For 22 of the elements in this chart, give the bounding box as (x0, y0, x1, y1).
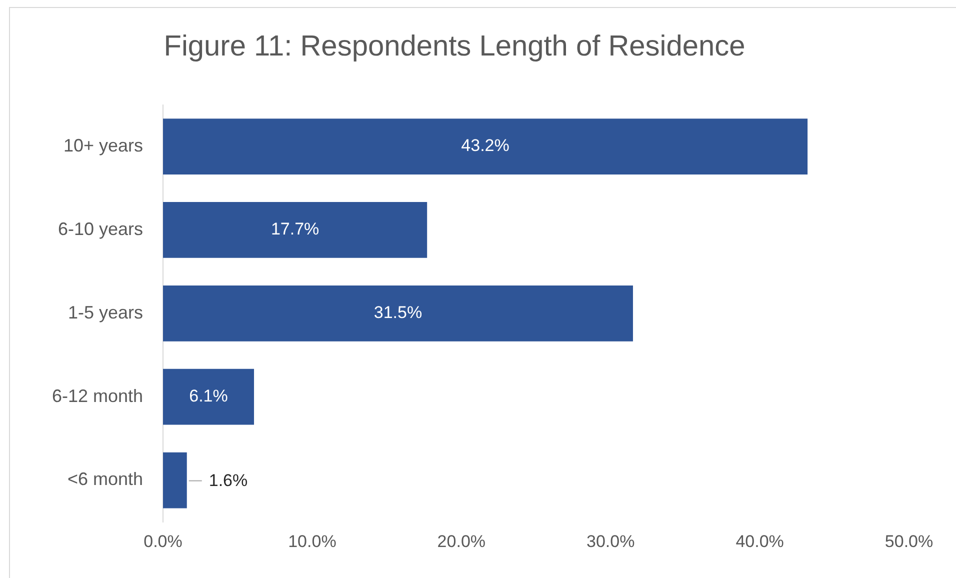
bar (163, 368, 254, 425)
bar (163, 202, 428, 258)
data-label: 31.5% (374, 303, 422, 322)
bar (163, 285, 633, 342)
x-tick-label: 10.0% (288, 532, 336, 551)
data-label: 1.6% (208, 470, 248, 490)
bar (163, 118, 808, 174)
x-tick-label: 30.0% (586, 532, 635, 551)
data-label: 17.7% (270, 220, 320, 239)
x-tick-label: 40.0% (736, 532, 784, 551)
data-label: 6.1% (189, 386, 228, 406)
y-tick-label: <6 month (67, 469, 143, 490)
y-tick-label: 6-12 month (52, 386, 143, 406)
chart-title: Figure 11: Respondents Length of Residence (164, 30, 746, 62)
y-tick-label: 6-10 years (58, 218, 143, 239)
bar (163, 452, 187, 508)
data-label: 43.2% (461, 136, 510, 156)
y-tick-label: 1-5 years (68, 302, 143, 322)
y-tick-label: 10+ years (63, 135, 143, 156)
x-tick-label: 20.0% (437, 532, 486, 551)
x-tick-label: 0.0% (144, 532, 182, 551)
x-tick-label: 50.0% (884, 532, 934, 551)
